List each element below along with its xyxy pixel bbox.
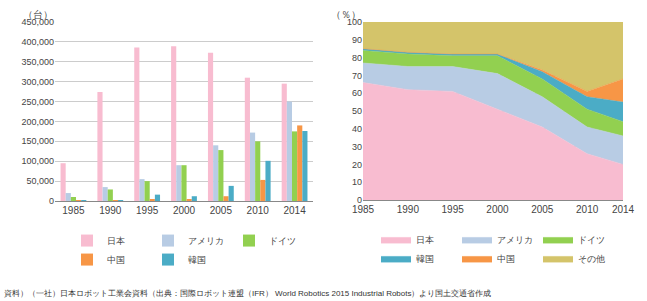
svg-text:2005: 2005: [531, 204, 554, 215]
svg-text:100: 100: [347, 17, 362, 27]
svg-text:（％）: （％）: [331, 9, 361, 20]
svg-text:300,000: 300,000: [21, 77, 54, 87]
svg-text:2000: 2000: [486, 204, 509, 215]
svg-text:70: 70: [352, 71, 362, 81]
svg-text:1990: 1990: [99, 205, 122, 216]
svg-text:40: 40: [352, 124, 362, 134]
svg-text:2005: 2005: [210, 205, 233, 216]
svg-text:150,000: 150,000: [21, 136, 54, 146]
svg-text:2000: 2000: [173, 205, 196, 216]
svg-text:90: 90: [352, 35, 362, 45]
svg-text:200,000: 200,000: [21, 117, 54, 127]
svg-text:1995: 1995: [442, 204, 465, 215]
svg-text:中国: 中国: [107, 255, 125, 265]
svg-text:0: 0: [357, 195, 362, 205]
svg-text:400,000: 400,000: [21, 37, 54, 47]
svg-text:中国: 中国: [497, 254, 515, 264]
svg-text:350,000: 350,000: [21, 57, 54, 67]
svg-text:ドイツ: ドイツ: [269, 236, 296, 246]
svg-text:1990: 1990: [397, 204, 420, 215]
svg-text:日本: 日本: [416, 235, 434, 245]
svg-text:2010: 2010: [576, 204, 599, 215]
svg-text:1985: 1985: [62, 205, 85, 216]
svg-text:日本: 日本: [107, 236, 125, 246]
svg-text:30: 30: [352, 142, 362, 152]
svg-text:450,000: 450,000: [21, 17, 54, 27]
svg-text:250,000: 250,000: [21, 97, 54, 107]
svg-text:韓国: 韓国: [416, 254, 434, 264]
svg-text:2014: 2014: [283, 205, 306, 216]
svg-text:アメリカ: アメリカ: [188, 236, 224, 246]
svg-text:50: 50: [352, 106, 362, 116]
svg-text:50,000: 50,000: [26, 176, 54, 186]
svg-text:10: 10: [352, 177, 362, 187]
svg-text:60: 60: [352, 88, 362, 98]
svg-text:2010: 2010: [247, 205, 270, 216]
svg-text:80: 80: [352, 53, 362, 63]
svg-text:1995: 1995: [136, 205, 159, 216]
svg-text:0: 0: [49, 196, 54, 206]
svg-text:韓国: 韓国: [188, 255, 206, 265]
svg-text:ドイツ: ドイツ: [578, 235, 605, 245]
svg-text:2014: 2014: [612, 204, 635, 215]
svg-text:20: 20: [352, 160, 362, 170]
svg-text:100,000: 100,000: [21, 156, 54, 166]
svg-text:アメリカ: アメリカ: [497, 235, 533, 245]
svg-text:1985: 1985: [352, 204, 375, 215]
svg-text:（台）: （台）: [23, 9, 53, 20]
svg-text:その他: その他: [578, 254, 605, 264]
html-text:資料）（一社）日本ロボット工業会資料（出典：国際ロボット連盟: 資料）（一社）日本ロボット工業会資料（出典：国際ロボット連盟（IFR） Worl…: [4, 289, 492, 298]
